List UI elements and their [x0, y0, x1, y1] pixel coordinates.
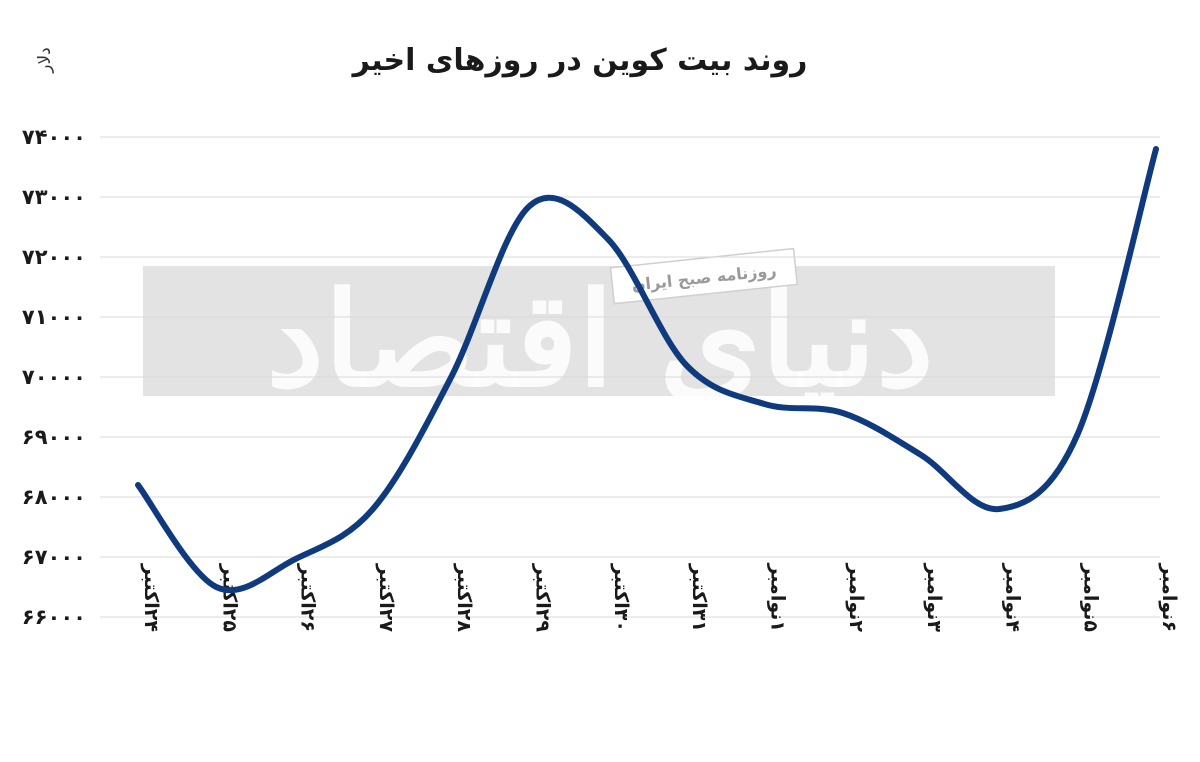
x-tick-label: ۲۶اکتبر	[297, 563, 319, 632]
x-tick-label: ۲نوامبر	[845, 562, 867, 632]
data-point	[996, 506, 1002, 512]
chart-title: روند بیت کوین در روزهای اخیر	[351, 43, 808, 78]
data-point	[1153, 146, 1159, 152]
y-tick-label: ۶۸۰۰۰	[22, 485, 86, 509]
x-tick-label: ۴نوامبر	[1001, 562, 1023, 632]
x-tick-label: ۳نوامبر	[923, 562, 945, 632]
data-point	[605, 236, 611, 242]
gridlines	[100, 136, 1160, 618]
watermark-sub-box: روزنامه صبح ایران	[609, 247, 799, 305]
data-point	[527, 203, 533, 209]
x-tick-label: ۲۹اکتبر	[532, 563, 554, 633]
data-point	[370, 506, 376, 512]
x-tick-label: ۳۱اکتبر	[688, 563, 710, 632]
data-point	[448, 374, 454, 380]
watermark-main: دنیای اقتصاد	[266, 263, 934, 416]
y-tick-label: ۷۰۰۰۰	[22, 365, 86, 389]
y-tick-label: ۷۱۰۰۰	[22, 305, 86, 329]
series-layer	[135, 146, 1159, 594]
y-tick-label: ۷۴۰۰۰	[22, 125, 86, 149]
data-point	[1075, 431, 1081, 437]
x-tick-label: ۵نوامبر	[1080, 562, 1102, 632]
x-tick-label: ۱نوامبر	[766, 562, 788, 632]
data-point	[683, 362, 689, 368]
watermark-band	[143, 266, 1055, 396]
y-tick-label: ۶۹۰۰۰	[22, 425, 86, 449]
data-point	[761, 401, 767, 407]
series-line	[135, 146, 1159, 594]
data-point	[840, 410, 846, 416]
data-point	[292, 556, 298, 562]
x-tick-label: ۲۴اکتبر	[140, 563, 162, 632]
y-tick-label: ۷۳۰۰۰	[22, 185, 86, 209]
x-axis-ticks: ۲۴اکتبر ۲۵اکتبر ۲۶اکتبر ۲۷اکتبر ۲۸اکتبر ۲۹اکت…	[140, 562, 1180, 632]
x-tick-label: ۳۰اکتبر	[610, 563, 632, 632]
x-tick-label: ۲۵اکتبر	[218, 563, 240, 633]
x-tick-label: ۲۷اکتبر	[375, 563, 397, 633]
y-axis-ticks: ۶۶۰۰۰ ۶۷۰۰۰ ۶۸۰۰۰ ۶۹۰۰۰ ۷۰۰۰۰ ۷۱۰۰۰ ۷۲۰۰۰ ۷۳۰۰۰…	[22, 125, 86, 629]
x-tick-label: ۲۸اکتبر	[453, 563, 475, 633]
data-point	[918, 452, 924, 458]
y-axis-label: دلار	[35, 47, 55, 73]
y-tick-label: ۷۲۰۰۰	[22, 245, 86, 269]
x-tick-label: ۶نوامبر	[1158, 562, 1180, 632]
data-point	[213, 584, 219, 590]
y-tick-label: ۶۶۰۰۰	[22, 605, 86, 629]
data-point	[135, 482, 141, 488]
y-tick-label: ۶۷۰۰۰	[22, 545, 86, 569]
